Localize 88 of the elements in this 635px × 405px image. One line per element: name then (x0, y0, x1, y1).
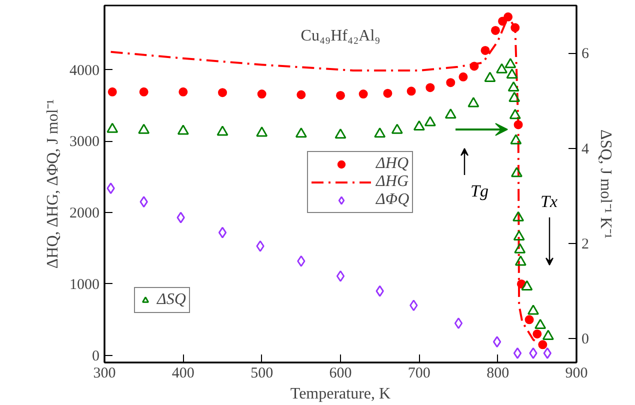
point (406, 86, 416, 96)
point (504, 58, 516, 68)
y2-tick-label: 6 (582, 46, 590, 62)
point (424, 116, 436, 126)
point (506, 68, 518, 79)
point (336, 270, 345, 282)
point (106, 182, 115, 194)
point (376, 285, 384, 297)
y-tick-label: 1000 (70, 276, 100, 293)
point (521, 280, 533, 290)
point (296, 90, 306, 100)
point (458, 72, 468, 82)
y2-tick-label: 4 (582, 141, 590, 158)
point (334, 128, 346, 139)
point (513, 230, 525, 240)
legend-label: ΔΦQ (376, 191, 410, 209)
point (218, 88, 227, 98)
point (410, 300, 418, 312)
y2-axis-title: ΔSQ, J mol⁻¹ K⁻¹ (597, 129, 614, 239)
point (484, 72, 496, 82)
y2-tick-label: 0 (582, 332, 589, 348)
point (139, 87, 148, 96)
point (510, 167, 522, 178)
x-tick-label: 600 (329, 366, 352, 382)
point (492, 336, 502, 348)
point (177, 124, 189, 135)
x-tick-label: 300 (93, 366, 116, 382)
x-tick-label: 400 (172, 366, 194, 382)
point (108, 87, 117, 96)
annotation: Tx (540, 192, 558, 211)
point (508, 81, 520, 92)
point (297, 255, 306, 267)
x-axis-title: Temperature, K (290, 386, 392, 402)
point (508, 92, 520, 102)
legend-label: ΔHG (376, 173, 408, 191)
point (527, 304, 539, 315)
point (218, 226, 227, 238)
x-tick-label: 800 (486, 366, 510, 382)
annotation: Tg (470, 181, 488, 200)
point (496, 63, 508, 74)
point (509, 108, 521, 120)
point (383, 88, 392, 98)
point (524, 315, 534, 324)
point (106, 122, 118, 133)
point (216, 126, 228, 136)
point (504, 12, 513, 22)
point (426, 83, 435, 92)
point (178, 87, 188, 96)
legend-label: ΔSQ (157, 291, 186, 309)
point (374, 127, 386, 138)
text: Cu₄₉Hf₄₂Al₉ (300, 28, 380, 44)
point (480, 46, 490, 55)
point (542, 330, 554, 340)
point (413, 120, 425, 131)
y-axis-title: ΔHQ, ΔHG, ΔΦQ, J mol⁻¹ (44, 99, 62, 269)
y-tick-label: 0 (92, 348, 100, 364)
point (512, 211, 524, 222)
point (532, 329, 542, 338)
point (510, 134, 522, 144)
point (336, 90, 345, 100)
y2-tick-label: 2 (582, 236, 589, 252)
point (358, 90, 368, 99)
point (543, 347, 552, 359)
point (446, 78, 456, 88)
point (513, 347, 522, 359)
y-tick-label: 3000 (70, 134, 100, 150)
y-tick-label: 2000 (70, 206, 100, 222)
point (444, 108, 456, 119)
legend-label: ΔHQ (376, 155, 408, 173)
point (529, 347, 538, 359)
point (514, 256, 526, 266)
point (256, 126, 268, 137)
x-tick-label: 700 (408, 366, 430, 382)
point (138, 124, 150, 134)
point (514, 243, 526, 254)
y-tick-label: 4000 (70, 62, 100, 79)
point (295, 127, 307, 138)
point (256, 240, 264, 252)
point (391, 124, 403, 134)
x-tick-label: 900 (565, 366, 588, 382)
point (140, 196, 148, 208)
point (454, 317, 463, 329)
point (257, 90, 266, 99)
point (534, 318, 546, 330)
point (490, 26, 500, 35)
x-tick-label: 500 (250, 366, 274, 382)
point (468, 97, 480, 108)
point (176, 212, 185, 224)
